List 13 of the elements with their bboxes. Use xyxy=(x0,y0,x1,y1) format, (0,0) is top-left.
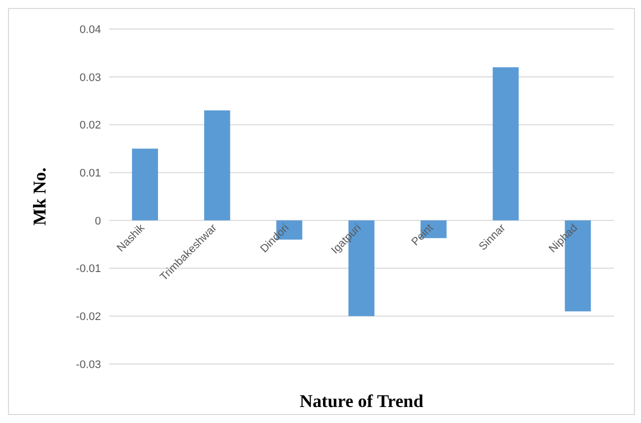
y-tick-label: -0.02 xyxy=(76,311,101,324)
y-tick-label: 0 xyxy=(94,215,101,228)
x-axis-title: Nature of Trend xyxy=(300,391,424,411)
y-tick-label: 0.01 xyxy=(80,167,101,180)
y-tick-label: -0.03 xyxy=(76,358,101,371)
y-axis-title: Mk No. xyxy=(29,168,50,226)
bar xyxy=(204,110,230,220)
bar xyxy=(132,148,158,220)
y-tick-label: 0.02 xyxy=(80,120,101,132)
y-tick-label: 0.04 xyxy=(80,24,101,36)
y-tick-label: -0.01 xyxy=(76,263,101,276)
bar xyxy=(492,67,519,220)
y-tick-label: 0.03 xyxy=(80,72,101,84)
